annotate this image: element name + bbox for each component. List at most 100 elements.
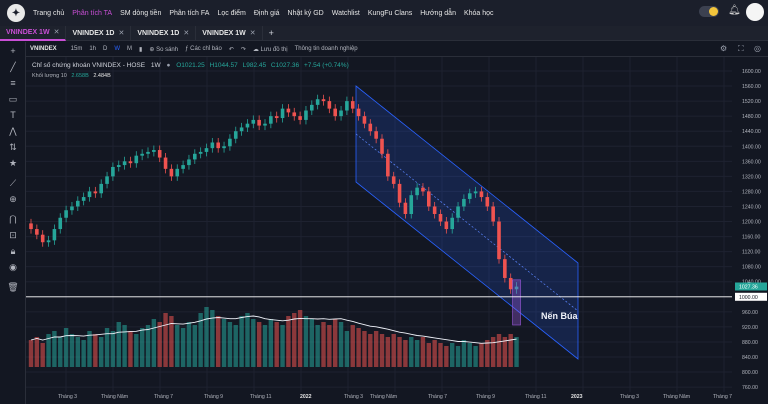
- volume-bar: [444, 346, 449, 367]
- candle-body: [497, 221, 501, 260]
- fib-icon[interactable]: ≡: [10, 78, 16, 88]
- text-tool-icon[interactable]: T: [10, 110, 16, 120]
- legend-open: O1021.25: [176, 62, 205, 69]
- bell-icon[interactable]: 🔔︎: [728, 5, 741, 16]
- candle-type-icon[interactable]: ▮: [139, 46, 143, 53]
- nav-item[interactable]: Trang chủ: [33, 9, 65, 17]
- volume-bar: [455, 346, 461, 367]
- time-tick-label: Tháng 11: [250, 394, 272, 400]
- close-icon[interactable]: ✕: [249, 30, 256, 37]
- volume-bar: [245, 313, 250, 367]
- settings-icon[interactable]: ⚙: [720, 44, 728, 53]
- close-icon[interactable]: ✕: [183, 30, 190, 37]
- price-tick-label: 800.00: [742, 370, 758, 376]
- chart-tab[interactable]: VNINDEX 1W ✕: [0, 25, 67, 41]
- nav-item[interactable]: Watchlist: [331, 9, 360, 17]
- volume-bar: [397, 337, 402, 367]
- crosshair-icon[interactable]: +: [10, 46, 16, 56]
- nav-item[interactable]: Phân tích TA: [72, 9, 113, 17]
- nav-item[interactable]: Hướng dẫn: [420, 9, 456, 17]
- candle-body: [467, 193, 472, 199]
- time-tick-label: Tháng 7: [154, 394, 173, 400]
- trendline-icon[interactable]: ╱: [10, 62, 16, 72]
- chart-tab[interactable]: VNINDEX 1D ✕: [66, 25, 132, 41]
- eye-icon[interactable]: ◉: [9, 262, 17, 272]
- price-tick-label: 1120.00: [742, 250, 760, 256]
- volume-bar: [420, 337, 426, 367]
- volume-bar: [52, 331, 57, 367]
- volume-bar: [204, 307, 209, 367]
- price-tick-label: 1600.00: [742, 69, 761, 75]
- nav-item[interactable]: Nhật ký GD: [287, 9, 324, 17]
- candle-body: [134, 155, 139, 164]
- interval-button[interactable]: 15m: [70, 46, 83, 52]
- time-tick-label: Tháng 7: [713, 394, 732, 400]
- chart-tab[interactable]: VNINDEX 1D ✕: [131, 25, 197, 41]
- nav-item[interactable]: KungFu Clans: [367, 9, 413, 17]
- price-tick-label: 1080.00: [742, 265, 761, 271]
- interval-button[interactable]: D: [103, 46, 108, 52]
- symbol-search[interactable]: VNINDEX: [30, 46, 57, 52]
- nav-item[interactable]: Phân tích FA: [169, 9, 210, 17]
- compare-label: So sánh: [156, 46, 179, 53]
- interval-button[interactable]: 1h: [89, 46, 97, 52]
- info-button[interactable]: Thông tin doanh nghiệp: [294, 46, 358, 52]
- candle-body: [263, 123, 267, 126]
- redo-icon[interactable]: ↷: [240, 46, 246, 53]
- indicators-label: Các chỉ báo: [190, 46, 222, 52]
- nav-item[interactable]: Định giá: [253, 9, 280, 17]
- candle-body: [146, 151, 150, 154]
- volume-ma-line: [30, 315, 517, 344]
- fullscreen-icon[interactable]: ⛶: [738, 44, 744, 53]
- rectangle-icon[interactable]: ▭: [8, 94, 18, 104]
- candle-body: [128, 161, 133, 164]
- candle-body: [222, 146, 226, 149]
- candle-body: [58, 217, 63, 230]
- volume-bar: [104, 328, 110, 367]
- forecast-icon[interactable]: ⇅: [9, 142, 17, 152]
- candle-body: [514, 286, 519, 290]
- volume-bar: [58, 337, 63, 367]
- lock-icon[interactable]: ⊡: [9, 230, 17, 240]
- undo-icon[interactable]: ↶: [228, 46, 234, 53]
- trash-icon[interactable]: 🗑︎: [7, 282, 19, 292]
- screenshot-icon[interactable]: ◎: [754, 44, 761, 53]
- theme-toggle[interactable]: [699, 6, 719, 17]
- chart-toolbar: VNINDEX 15m 1h D W M ▮ ⊕ So sánh ƒ Các chỉ b…: [26, 42, 768, 57]
- interval-button[interactable]: M: [127, 46, 133, 52]
- volume-bar: [385, 337, 391, 367]
- legend-high: H1044.57: [209, 62, 238, 69]
- time-tick-label: Tháng 9: [476, 394, 495, 400]
- sun-icon: [709, 7, 718, 16]
- zoom-icon[interactable]: ⊕: [9, 194, 17, 204]
- ruler-icon[interactable]: ⟋: [9, 178, 17, 188]
- logo-icon[interactable]: ✦: [7, 4, 25, 22]
- candle-body: [456, 206, 460, 218]
- lock-drawings-icon[interactable]: 🔒︎: [10, 246, 16, 256]
- magnet-icon[interactable]: ⋂: [9, 214, 17, 224]
- volume-bar: [502, 337, 508, 367]
- nav-item[interactable]: Lọc điểm: [217, 9, 246, 17]
- volume-bar: [256, 322, 262, 367]
- chart-tab[interactable]: VNINDEX 1W ✕: [196, 25, 263, 41]
- volume-bar: [315, 325, 320, 367]
- close-icon[interactable]: ✕: [53, 29, 60, 36]
- volume-bar: [450, 343, 455, 367]
- star-icon[interactable]: ★: [8, 158, 18, 168]
- indicators-button[interactable]: ƒ Các chỉ báo: [185, 46, 222, 52]
- candle-body: [228, 138, 232, 147]
- price-chart[interactable]: 1600.00 1560.00 1520.00 1480.00 1440.00 1400.…: [26, 57, 768, 404]
- save-button[interactable]: ☁ Lưu đồ thị: [252, 46, 288, 53]
- add-tab-icon[interactable]: +: [268, 28, 274, 38]
- avatar[interactable]: [746, 3, 764, 21]
- candle-body: [187, 159, 191, 166]
- nav-item[interactable]: Khóa học: [463, 9, 494, 17]
- close-icon[interactable]: ✕: [118, 30, 125, 37]
- volume-bar: [414, 340, 420, 367]
- candle-body: [93, 191, 98, 194]
- compare-button[interactable]: ⊕ So sánh: [149, 46, 179, 53]
- nav-item[interactable]: SM dòng tiền: [120, 9, 162, 17]
- interval-button[interactable]: W: [114, 46, 121, 52]
- volume-bar: [81, 340, 86, 367]
- pattern-icon[interactable]: ⋀: [9, 126, 17, 136]
